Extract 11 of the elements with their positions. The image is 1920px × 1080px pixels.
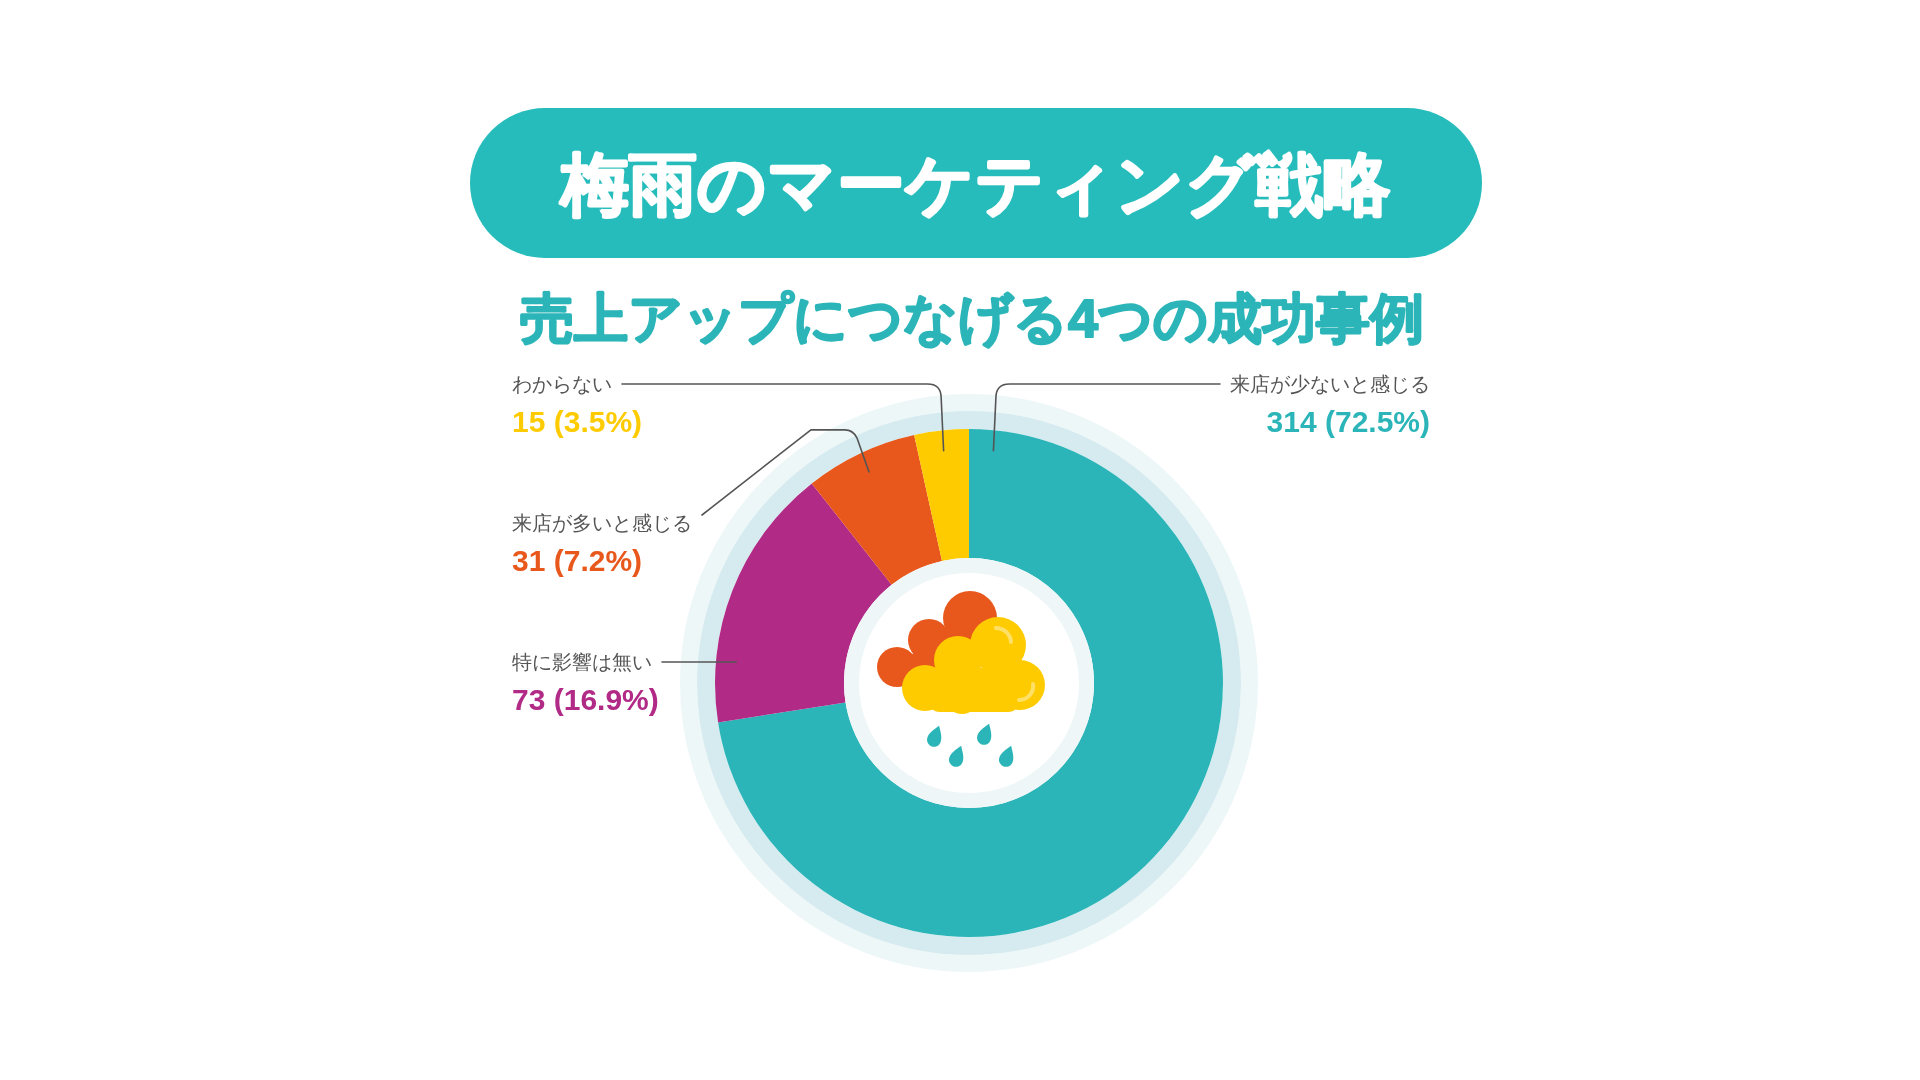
data-label: 31 (7.2%) xyxy=(512,543,643,577)
data-label: 15 (3.5%) xyxy=(512,404,643,438)
slice-label: 来店が多いと感じる xyxy=(512,512,692,534)
slice-label: 来店が少ないと感じる xyxy=(1230,373,1430,395)
slice-label: 特に影響は無い xyxy=(512,651,652,673)
data-label: 73 (16.9%) xyxy=(512,682,659,716)
data-label: 314 (72.5%) xyxy=(1266,404,1430,438)
chart-title: 梅雨のマーケティング戦略 xyxy=(559,146,1391,222)
slice-label: わからない xyxy=(512,373,612,395)
title: 梅雨のマーケティング戦略 xyxy=(470,108,1482,258)
subtitle: 売上アップにつなげる4つの成功事例 xyxy=(520,288,1424,348)
